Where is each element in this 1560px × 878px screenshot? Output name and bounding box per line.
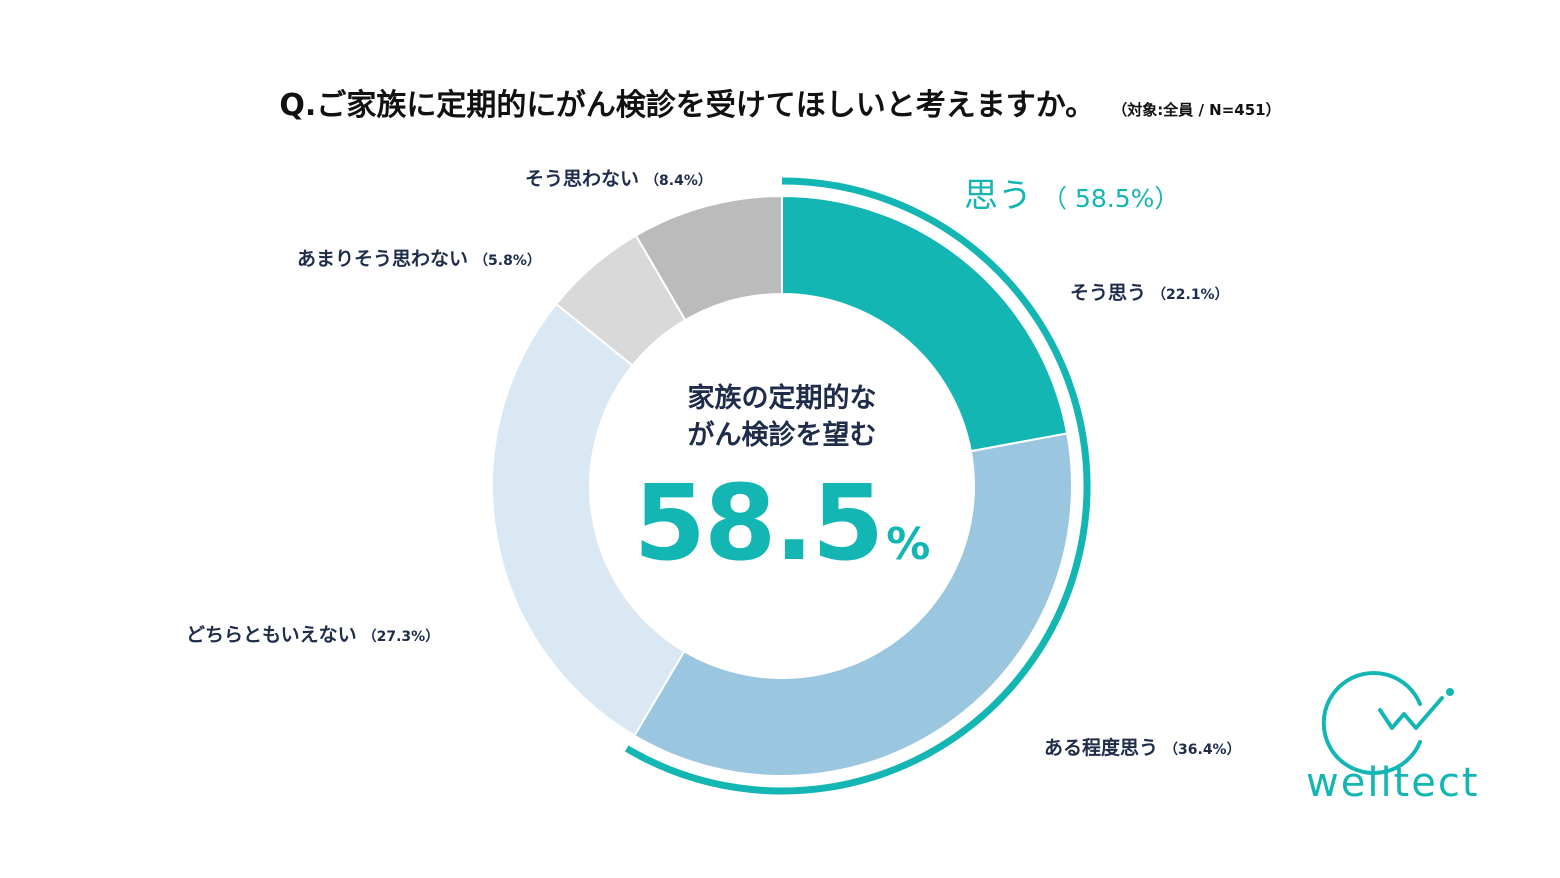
slice-label-name: そう思う xyxy=(1070,282,1147,304)
slice-label-name: ある程度思う xyxy=(1044,737,1159,759)
slice-label-sou-omowanai: そう思わない （8.4%） xyxy=(525,164,712,191)
center-value-unit: % xyxy=(886,519,931,570)
slice-label-sou-omou: そう思う （22.1%） xyxy=(1070,278,1229,305)
slice-label-name: あまりそう思わない xyxy=(297,248,469,270)
welltect-logo-icon xyxy=(1321,671,1454,775)
donut-slice-2 xyxy=(491,302,686,737)
chart-title: Q.ご家族に定期的にがん検診を受けてほしいと考えますか。 xyxy=(279,88,1096,123)
group-label-text: 思う xyxy=(964,176,1032,216)
center-value-number: 58.5 xyxy=(633,462,885,584)
chart-title-row: Q.ご家族に定期的にがん検診を受けてほしいと考えますか。 （対象:全員 / N=… xyxy=(0,80,1560,124)
donut-slice-0 xyxy=(781,194,1069,453)
center-caption: 家族の定期的な がん検診を望む xyxy=(582,380,982,454)
slice-label-amari-sou-omowanai: あまりそう思わない （5.8%） xyxy=(297,244,541,271)
slice-label-name: そう思わない xyxy=(525,168,640,190)
group-label-omou: 思う （ 58.5%） xyxy=(964,168,1179,217)
center-caption-line1: 家族の定期的な xyxy=(687,383,877,414)
center-value: 58.5% xyxy=(582,462,982,584)
slice-label-name: どちらともいえない xyxy=(186,624,357,646)
slice-label-pct: （36.4%） xyxy=(1164,742,1241,758)
welltect-logo-text: welltect xyxy=(1306,760,1480,806)
donut-slice-1 xyxy=(633,432,1073,777)
donut-slice-4 xyxy=(634,194,783,322)
slice-label-aru-teido-omou: ある程度思う （36.4%） xyxy=(1044,733,1241,760)
slice-label-pct: （5.8%） xyxy=(474,253,541,269)
center-caption-line2: がん検診を望む xyxy=(687,420,877,451)
slice-label-dochira-tomo-ienai: どちらともいえない （27.3%） xyxy=(186,620,439,647)
group-label-pct: （ 58.5%） xyxy=(1042,184,1180,213)
slice-label-pct: （27.3%） xyxy=(362,629,440,645)
group-arc-omou xyxy=(624,177,1091,795)
chart-sample-note: （対象:全員 / N=451） xyxy=(1112,101,1281,119)
slice-label-pct: （8.4%） xyxy=(645,173,712,189)
slice-label-pct: （22.1%） xyxy=(1152,287,1229,303)
